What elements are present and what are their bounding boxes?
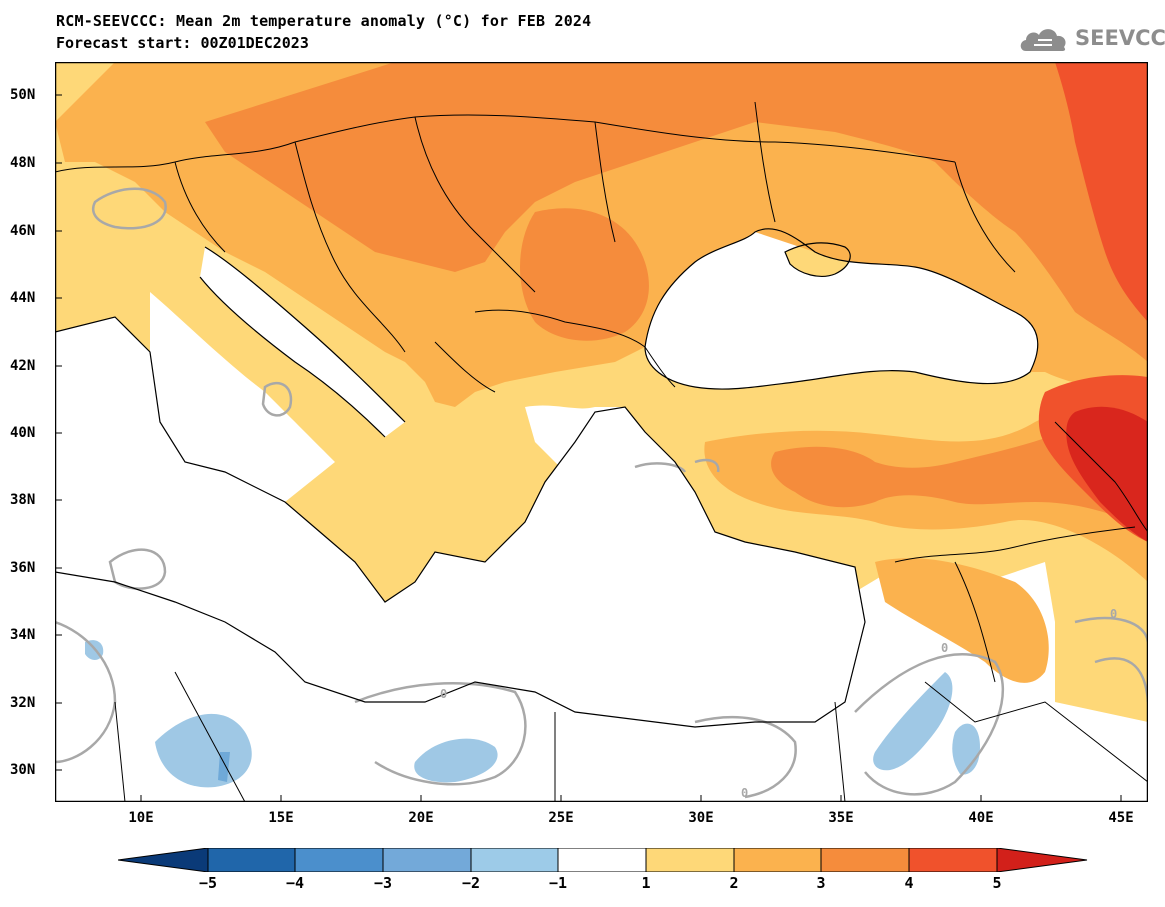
lat-label: 50N [10, 87, 36, 103]
axis-ticks [55, 94, 1122, 802]
lon-label: 30E [688, 810, 714, 826]
shade-minus-1-2-egypt [414, 738, 498, 783]
shade-3-4-romania [520, 208, 649, 341]
logo-text: SEEVCCC [1075, 26, 1165, 50]
colorbar-label: 4 [904, 874, 914, 892]
chart-title: RCM-SEEVCCC: Mean 2m temperature anomaly… [56, 12, 592, 30]
lat-label: 48N [10, 155, 36, 171]
lon-label: 40E [968, 810, 994, 826]
lon-label: 15E [268, 810, 294, 826]
lat-label: 38N [10, 492, 36, 508]
shade-4-5-east [1055, 62, 1148, 322]
lat-label: 34N [10, 627, 36, 643]
colorbar-label: 5 [992, 874, 1002, 892]
lon-label: 45E [1108, 810, 1134, 826]
colorbar-label: 1 [641, 874, 651, 892]
colorbar-label: −2 [461, 874, 481, 892]
map-frame [55, 62, 1148, 802]
shade-minus-1-2-jordan [873, 672, 953, 771]
shade-3-4-east-europe [205, 62, 1148, 362]
colorbar-segment [645, 848, 735, 872]
colorbar-label: −5 [198, 874, 218, 892]
lat-label: 36N [10, 560, 36, 576]
colorbar-segment [996, 848, 1088, 872]
contour-label: 0 [1110, 607, 1117, 621]
colorbar-label: −4 [285, 874, 305, 892]
contour-label: 0 [440, 687, 447, 701]
tyrrhenian-sea [150, 292, 335, 502]
aegean-sea [525, 405, 655, 492]
lon-label: 10E [128, 810, 154, 826]
cloud-icon [1020, 29, 1066, 51]
lat-label: 32N [10, 695, 36, 711]
lon-label: 25E [548, 810, 574, 826]
colorbar-segment [118, 848, 209, 872]
lat-label: 46N [10, 223, 36, 239]
colorbar-segment [908, 848, 998, 872]
adriatic-sea [200, 247, 405, 437]
contour-label: 0 [741, 786, 748, 800]
colorbar-label: 3 [816, 874, 826, 892]
lat-label: 40N [10, 425, 36, 441]
contour-label: 0 [941, 641, 948, 655]
colorbar-segment [294, 848, 384, 872]
coastlines [55, 228, 1039, 728]
black-sea [645, 228, 1038, 390]
lon-label: 35E [828, 810, 854, 826]
colorbar [118, 848, 1088, 872]
temperature-anomaly-map: 0 0 0 0 [55, 62, 1148, 802]
lat-label: 30N [10, 762, 36, 778]
lon-label: 20E [408, 810, 434, 826]
colorbar-segment [207, 848, 296, 872]
chart-subtitle: Forecast start: 00Z01DEC2023 [56, 34, 309, 52]
colorbar-segment [557, 848, 647, 872]
colorbar-segment [470, 848, 559, 872]
western-mediterranean [55, 317, 865, 727]
shade-minus-2-3-libya [218, 752, 230, 782]
colorbar-label: 2 [729, 874, 739, 892]
seevccc-logo: SEEVCCC [1018, 23, 1165, 55]
country-borders [55, 101, 1148, 802]
lat-label: 44N [10, 290, 36, 306]
colorbar-segment [733, 848, 822, 872]
colorbar-segment [820, 848, 910, 872]
lat-label: 42N [10, 358, 36, 374]
colorbar-label: −3 [373, 874, 393, 892]
colorbar-segment [382, 848, 472, 872]
shade-2-3-levant [875, 558, 1049, 683]
colorbar-label: −1 [548, 874, 568, 892]
